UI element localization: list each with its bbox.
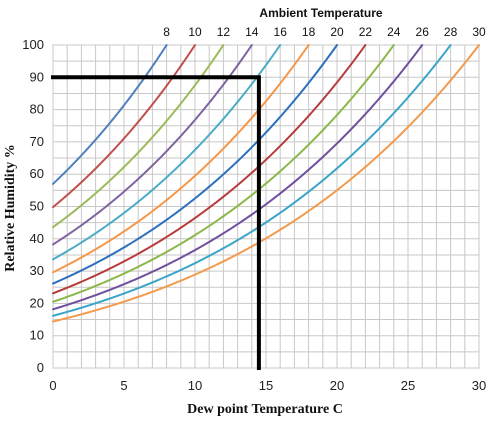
series-line-10 (52, 44, 196, 209)
chart-title: Ambient Temperature (259, 6, 382, 20)
series-label-10: 10 (188, 25, 202, 39)
series-label-28: 28 (444, 25, 458, 39)
highlight-layer (51, 75, 261, 370)
tick-layer: 0 5 10 15 20 25 30 0 10 20 30 40 50 60 70 80 90 100 (22, 37, 486, 393)
y-axis-title: Relative Humidity % (3, 144, 18, 272)
series-line-24 (52, 44, 395, 303)
series-line-16 (52, 44, 282, 261)
series-line-14 (52, 44, 253, 246)
y-tick-label: 30 (30, 263, 44, 278)
y-tick-label: 100 (22, 37, 44, 52)
y-tick-label: 20 (30, 295, 44, 310)
series-label-24: 24 (387, 25, 401, 39)
series-label-8: 8 (163, 25, 170, 39)
x-tick-label: 20 (330, 378, 344, 393)
y-tick-label: 60 (30, 166, 44, 181)
series-label-30: 30 (472, 25, 486, 39)
x-tick-label: 5 (120, 378, 127, 393)
x-tick-label: 30 (472, 378, 486, 393)
y-tick-label: 50 (30, 199, 44, 214)
series-line-8 (52, 44, 168, 185)
series-label-12: 12 (217, 25, 231, 39)
series-line-20 (52, 44, 338, 285)
series-label-26: 26 (416, 25, 430, 39)
series-label-16: 16 (274, 25, 288, 39)
series-line-12 (52, 44, 225, 229)
x-axis-title: Dew point Temperature C (187, 402, 343, 417)
x-tick-label: 15 (259, 378, 273, 393)
series-line-18 (52, 44, 310, 274)
series-layer (52, 44, 480, 323)
y-tick-label: 0 (37, 360, 44, 375)
y-tick-label: 70 (30, 134, 44, 149)
series-top-label-layer: 8 10 12 14 16 18 20 22 24 26 28 30 (163, 25, 486, 39)
series-label-22: 22 (359, 25, 373, 39)
series-label-18: 18 (302, 25, 316, 39)
x-tick-label: 0 (49, 378, 56, 393)
y-tick-label: 10 (30, 328, 44, 343)
series-line-26 (52, 44, 424, 311)
y-tick-label: 80 (30, 102, 44, 117)
series-line-22 (52, 44, 367, 295)
y-tick-label: 90 (30, 69, 44, 84)
y-tick-label: 40 (30, 231, 44, 246)
series-label-14: 14 (245, 25, 259, 39)
series-line-28 (52, 44, 452, 317)
x-tick-label: 10 (188, 378, 202, 393)
series-line-30 (52, 44, 480, 323)
grid-layer (52, 44, 480, 369)
highlight-guide-line (51, 75, 261, 370)
x-tick-label: 25 (401, 378, 415, 393)
series-label-20: 20 (330, 25, 344, 39)
